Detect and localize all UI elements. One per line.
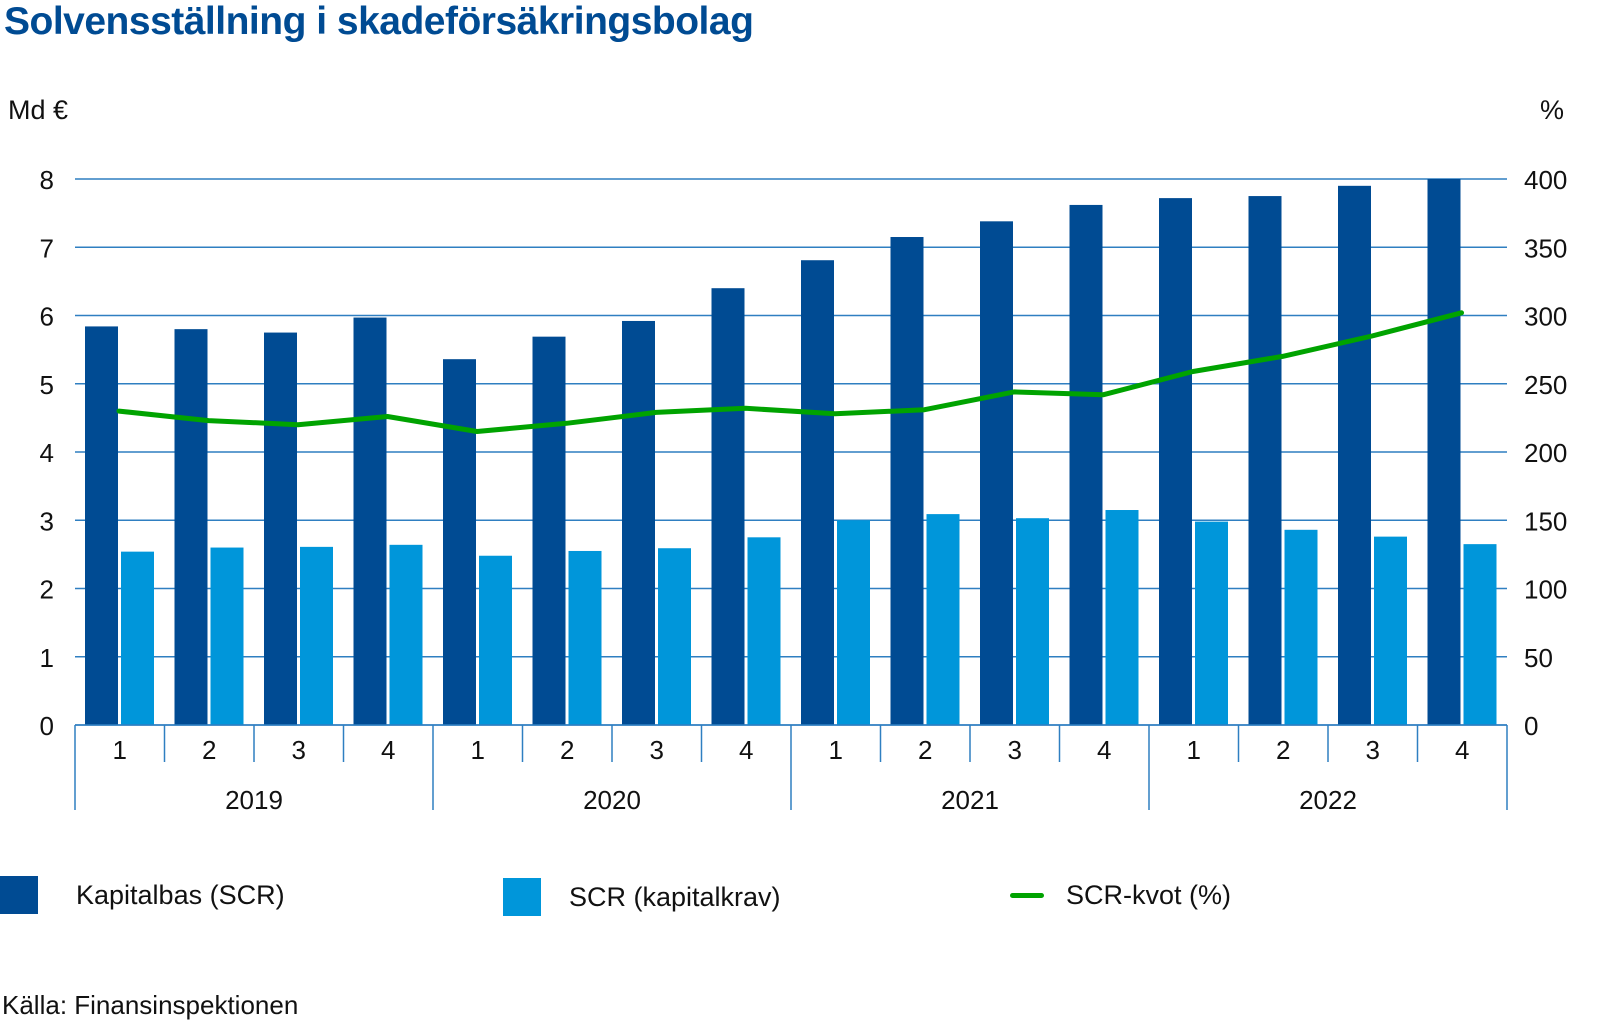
y-left-tick: 4 — [40, 438, 54, 468]
bar-scr — [837, 520, 870, 725]
bar-scr — [121, 551, 154, 725]
source-note: Källa: Finansinspektionen — [2, 990, 299, 1020]
bar-kapitalbas — [1159, 198, 1192, 726]
x-quarter-label: 2 — [1276, 735, 1290, 765]
y-left-tick: 8 — [40, 165, 54, 195]
x-quarter-label: 1 — [829, 735, 843, 765]
bar-kapitalbas — [622, 320, 655, 725]
x-quarter-label: 4 — [739, 735, 753, 765]
legend-swatch-kapitalbas — [0, 876, 38, 914]
bar-kapitalbas — [532, 336, 566, 725]
legend-item-kvot: SCR-kvot (%) — [1010, 880, 1231, 911]
y-axis-right: 0 50 100 150 200 250 300 350 400 — [1524, 165, 1567, 741]
y-left-tick: 2 — [40, 575, 54, 605]
bar-series — [85, 179, 1497, 726]
x-year-label: 2022 — [1299, 785, 1357, 815]
y-left-tick: 1 — [40, 643, 54, 673]
x-year-label: 2020 — [583, 785, 641, 815]
y-left-tick: 0 — [40, 711, 54, 741]
x-quarter-label: 1 — [1187, 735, 1201, 765]
bar-scr — [1105, 510, 1139, 725]
chart-plot: 1 2 3 4 1 2 3 4 1 2 3 4 1 2 3 4 2019 2020 2021 2022 0 1 2 3 4 5 6… — [40, 165, 1568, 815]
bar-kapitalbas — [801, 260, 834, 725]
bar-kapitalbas — [980, 221, 1013, 725]
bar-scr — [926, 514, 960, 725]
y-right-tick: 200 — [1524, 438, 1567, 468]
bar-scr — [1463, 544, 1497, 725]
bar-kapitalbas — [1069, 204, 1103, 725]
x-quarter-label: 4 — [1097, 735, 1111, 765]
y-right-tick: 50 — [1524, 643, 1553, 673]
y-right-tick: 0 — [1524, 711, 1538, 741]
bar-kapitalbas — [353, 317, 387, 725]
x-quarter-label: 2 — [202, 735, 216, 765]
legend-label-kapitalbas: Kapitalbas (SCR) — [76, 879, 285, 910]
y-right-tick: 400 — [1524, 165, 1567, 195]
y-left-tick: 3 — [40, 506, 54, 536]
chart-title: Solvensställning i skadeförsäkringsbolag — [4, 0, 754, 43]
y-left-tick: 6 — [40, 302, 54, 332]
bar-scr — [1374, 536, 1407, 725]
x-quarter-label: 4 — [1455, 735, 1469, 765]
bar-kapitalbas — [174, 329, 208, 725]
legend-label-kvot: SCR-kvot (%) — [1066, 880, 1232, 910]
bar-scr — [1195, 521, 1228, 725]
x-axis: 1 2 3 4 1 2 3 4 1 2 3 4 1 2 3 4 2019 2020 2021 2022 — [74, 724, 1508, 815]
x-quarter-label: 3 — [1008, 735, 1022, 765]
x-quarter-label: 1 — [113, 735, 127, 765]
bar-kapitalbas — [1248, 196, 1282, 725]
x-quarter-label: 2 — [918, 735, 932, 765]
bar-scr — [568, 550, 602, 725]
legend-line-kvot — [1010, 893, 1044, 898]
bar-scr — [658, 548, 691, 725]
y-right-tick: 150 — [1524, 506, 1567, 536]
bar-kapitalbas — [264, 332, 297, 725]
bar-scr — [479, 555, 512, 725]
left-axis-unit: Md € — [8, 95, 69, 125]
bar-scr — [300, 546, 333, 725]
legend-label-scr: SCR (kapitalkrav) — [569, 881, 781, 912]
y-left-tick: 5 — [40, 370, 54, 400]
bar-kapitalbas — [85, 326, 118, 725]
x-quarter-label: 2 — [560, 735, 574, 765]
bar-kapitalbas — [1427, 179, 1461, 725]
bar-scr — [210, 547, 244, 725]
right-axis-unit: % — [1540, 95, 1565, 125]
bar-kapitalbas — [711, 288, 745, 725]
y-right-tick: 100 — [1524, 575, 1567, 605]
legend-item-kapitalbas: Kapitalbas (SCR) — [0, 876, 285, 914]
line-scr-kvot — [116, 310, 1464, 434]
x-quarter-label: 3 — [650, 735, 664, 765]
bar-scr — [1016, 518, 1049, 725]
x-year-label: 2021 — [941, 785, 999, 815]
y-right-tick: 350 — [1524, 233, 1567, 263]
x-year-label: 2019 — [225, 785, 283, 815]
bar-scr — [389, 544, 423, 725]
line-series — [116, 310, 1464, 434]
legend-swatch-scr — [503, 878, 541, 916]
x-quarter-label: 4 — [381, 735, 395, 765]
legend-item-scr: SCR (kapitalkrav) — [503, 878, 781, 916]
x-quarter-label: 1 — [471, 735, 485, 765]
bar-kapitalbas — [443, 359, 476, 725]
y-left-tick: 7 — [40, 233, 54, 263]
x-quarter-label: 3 — [1366, 735, 1380, 765]
y-right-tick: 300 — [1524, 302, 1567, 332]
bar-kapitalbas — [890, 237, 924, 725]
y-right-tick: 250 — [1524, 370, 1567, 400]
y-axis-left: 0 1 2 3 4 5 6 7 8 — [40, 165, 54, 741]
bar-scr — [1284, 529, 1318, 725]
bar-scr — [747, 537, 781, 725]
x-quarter-label: 3 — [292, 735, 306, 765]
bar-kapitalbas — [1338, 185, 1371, 725]
